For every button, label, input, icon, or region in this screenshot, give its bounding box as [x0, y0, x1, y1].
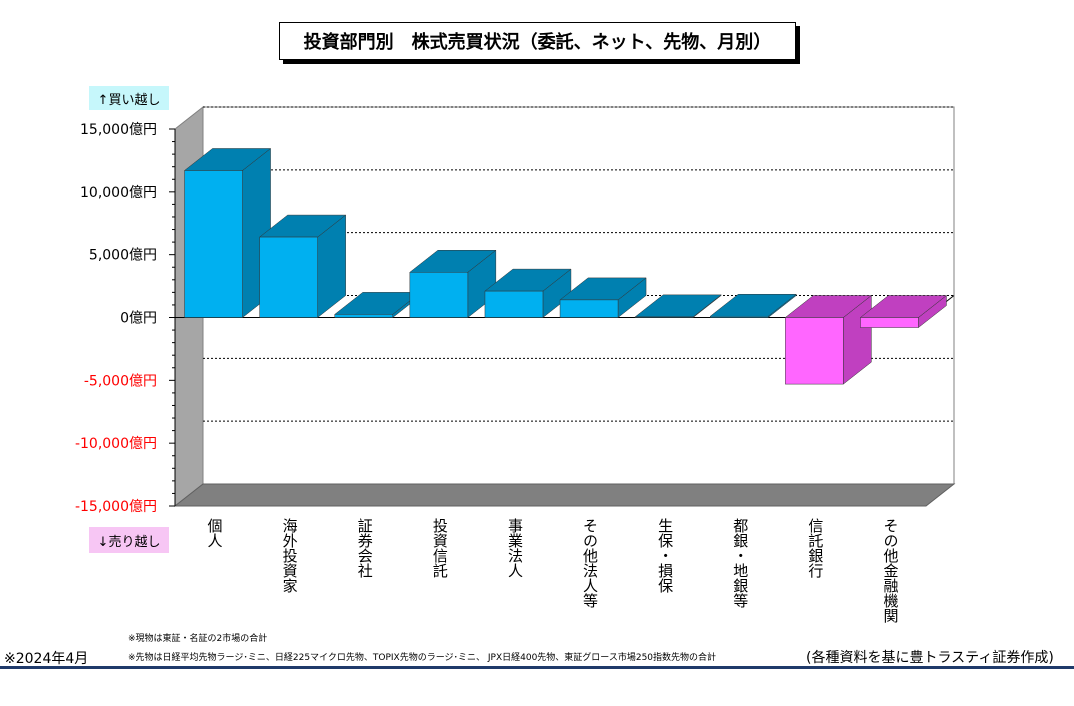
bar-front [259, 236, 318, 318]
axis-labels: 15,000億円 10,000億円 5,000億円 0億円 -5,000億円 -10,00… [75, 122, 899, 624]
category-label: その他金融機関 [881, 518, 899, 624]
bar-4 [409, 249, 497, 319]
y-tick-label: -15,000億円 [75, 499, 157, 515]
category-label: 個人 [206, 518, 224, 548]
bar-1 [183, 147, 272, 319]
y-tick-label: 15,000億円 [80, 122, 157, 138]
category-label: 証券会社 [356, 518, 374, 578]
bottom-rule [0, 666, 1074, 669]
category-label: 信託銀行 [806, 518, 824, 579]
bar-5 [484, 268, 572, 319]
note-spot: ※現物は東証・名証の2市場の合計 [128, 634, 268, 644]
bar-front [409, 272, 469, 318]
bar-9 [784, 294, 873, 385]
category-label: 海外投資家 [281, 518, 299, 593]
bar-2 [258, 214, 347, 319]
bar-front [184, 170, 243, 318]
bar-10 [859, 294, 948, 329]
bar-front [710, 315, 769, 318]
category-label: 事業法人 [506, 518, 524, 578]
category-label: 生保・損保 [656, 518, 674, 593]
bar-front [484, 290, 544, 318]
bar-7 [634, 294, 722, 319]
sell-label: ↓売り越し [89, 527, 169, 553]
y-tick-label: 5,000億円 [89, 248, 157, 264]
y-tick-label: 0億円 [120, 311, 157, 327]
category-label: 都銀・地銀等 [731, 518, 749, 608]
category-label: その他法人等 [581, 518, 599, 608]
source-credit: (各種資料を基に豊トラスティ証券作成) [806, 650, 1054, 666]
chart-floor [173, 483, 956, 507]
bar-front [634, 316, 694, 318]
bar-front [334, 314, 393, 318]
bar-front [860, 317, 919, 328]
period-label: ※2024年4月 [4, 651, 89, 667]
y-tick-label: -10,000億円 [75, 436, 157, 452]
bar-8 [709, 293, 797, 319]
bar-front [559, 299, 619, 318]
note-futures: ※先物は日経平均先物ラージ･ミニ、日経225マイクロ先物、TOPIX先物のラージ… [128, 653, 717, 663]
chart-title: 投資部門別 株式売買状況（委託、ネット、先物、月別） [279, 22, 796, 60]
bars [183, 147, 948, 385]
category-label: 投資信託 [431, 518, 449, 578]
bar-front [785, 317, 844, 385]
bar-6 [559, 277, 647, 319]
y-tick-label: 10,000億円 [80, 185, 157, 201]
buy-label: ↑買い越し [89, 86, 169, 110]
y-tick-label: -5,000億円 [84, 373, 157, 389]
